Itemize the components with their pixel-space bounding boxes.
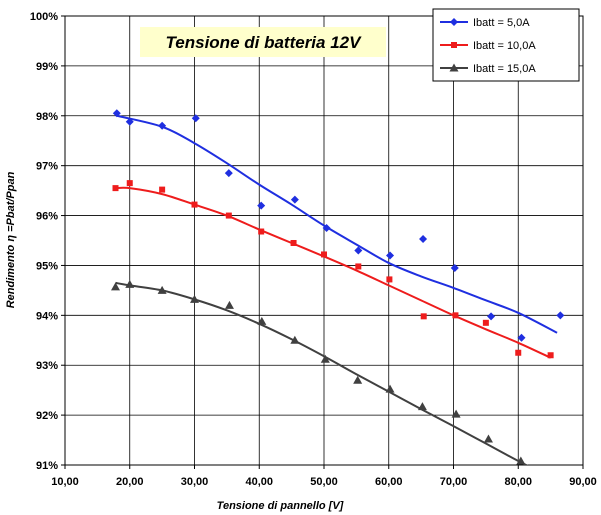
data-point-series-1	[450, 263, 459, 272]
data-point-series-2	[290, 239, 297, 246]
data-point-series-3	[417, 402, 427, 411]
data-point-series-1	[322, 224, 331, 233]
data-point-series-2	[355, 263, 362, 270]
data-point-series-2	[321, 251, 327, 258]
data-point-series-1	[158, 121, 167, 130]
chart-title: Tensione di batteria 12V	[166, 33, 363, 52]
data-point-series-2	[225, 212, 232, 219]
y-axis-title: Rendimento η =Pbat/Ppan	[5, 171, 17, 308]
data-point-series-3	[111, 282, 121, 291]
x-tick-labels: 10,00 20,00 30,00 40,00 50,00 60,00 70,00 80,00…	[51, 465, 597, 488]
data-point-series-3	[483, 434, 493, 443]
data-point-series-2	[420, 313, 427, 320]
data-point-series-2	[191, 201, 198, 208]
legend-marker-3	[449, 63, 459, 72]
legend-label-1: Ibatt = 5,0A	[473, 17, 530, 29]
data-point-series-3	[320, 354, 330, 363]
data-point-series-2	[547, 352, 554, 359]
data-point-series-2	[112, 185, 119, 192]
y-tick-label: 92%	[36, 410, 58, 422]
legend-label-3: Ibatt = 15,0A	[473, 63, 536, 75]
y-tick-label: 96%	[36, 211, 58, 223]
data-point-series-2	[452, 312, 459, 319]
data-point-series-1	[257, 201, 266, 210]
data-point-series-1	[517, 333, 526, 342]
data-point-series-1	[487, 312, 496, 321]
data-point-series-1	[125, 117, 134, 126]
data-point-series-1	[354, 246, 363, 255]
data-point-series-3	[353, 375, 363, 384]
data-point-series-1	[290, 195, 299, 204]
y-tick-label: 94%	[36, 310, 58, 322]
legend-marker-2	[451, 42, 457, 48]
y-tick-label: 93%	[36, 360, 58, 372]
y-tick-label: 95%	[36, 260, 58, 272]
x-tick-label: 90,00	[569, 476, 597, 488]
x-tick-label: 30,00	[181, 476, 209, 488]
data-point-series-2	[159, 186, 166, 193]
x-tick-label: 50,00	[310, 476, 338, 488]
data-point-series-3	[257, 316, 267, 325]
data-point-series-3	[451, 409, 461, 418]
y-tick-label: 98%	[36, 111, 58, 123]
data-markers	[111, 109, 565, 465]
x-tick-label: 20,00	[116, 476, 144, 488]
trend-line-series-3	[115, 281, 529, 465]
data-point-series-1	[386, 251, 395, 260]
y-tick-label: 97%	[36, 161, 58, 173]
data-point-series-3	[385, 384, 395, 393]
data-point-series-3	[290, 335, 300, 344]
gridlines	[65, 16, 583, 465]
data-point-series-2	[515, 349, 522, 356]
y-tick-labels: 91% 92% 93% 94% 95% 96% 97% 98% 99% 100%	[30, 11, 65, 472]
data-point-series-2	[258, 228, 265, 235]
data-point-series-3	[224, 300, 234, 309]
x-tick-label: 70,00	[440, 476, 468, 488]
data-point-series-2	[126, 180, 133, 187]
data-point-series-3	[516, 456, 526, 465]
x-tick-label: 60,00	[375, 476, 403, 488]
data-point-series-1	[419, 235, 428, 244]
trend-line-series-1	[116, 114, 558, 334]
x-tick-label: 40,00	[245, 476, 273, 488]
y-tick-label: 99%	[36, 61, 58, 73]
x-axis-title: Tensione di pannello [V]	[217, 500, 344, 512]
data-point-series-2	[386, 276, 393, 283]
legend: Ibatt = 5,0A Ibatt = 10,0A Ibatt = 15,0A	[432, 8, 580, 82]
data-point-series-3	[157, 285, 167, 294]
data-point-series-1	[191, 114, 200, 123]
data-point-series-1	[224, 169, 233, 178]
data-point-series-2	[482, 319, 489, 326]
legend-label-2: Ibatt = 10,0A	[473, 40, 536, 52]
x-tick-label: 80,00	[504, 476, 532, 488]
data-point-series-3	[190, 294, 199, 303]
y-tick-label: 91%	[36, 460, 58, 472]
y-tick-label: 100%	[30, 11, 58, 23]
data-point-series-3	[125, 279, 135, 288]
x-tick-label: 10,00	[51, 476, 79, 488]
data-point-series-1	[112, 109, 121, 118]
data-point-series-1	[556, 311, 565, 320]
legend-marker-1	[450, 18, 458, 26]
title-box	[140, 27, 386, 57]
